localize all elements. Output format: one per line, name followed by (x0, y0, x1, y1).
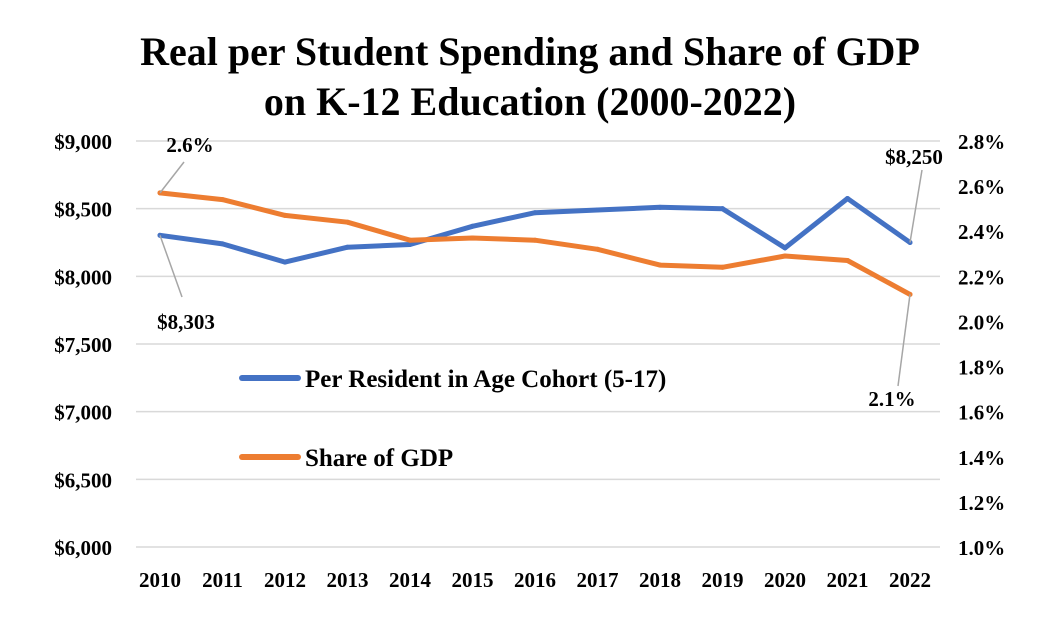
data-point (532, 210, 538, 216)
x-tick-label: 2022 (889, 568, 931, 592)
data-point (782, 245, 788, 251)
x-tick-label: 2017 (577, 568, 619, 592)
y-left-tick-label: $6,000 (54, 536, 112, 560)
y-left-tick-label: $7,500 (54, 333, 112, 357)
y-right-tick-label: 2.0% (958, 310, 1005, 334)
x-tick-label: 2020 (764, 568, 806, 592)
data-point (345, 244, 350, 250)
data-point (595, 246, 600, 252)
x-tick-label: 2016 (514, 568, 556, 592)
data-point (595, 207, 600, 213)
y-right-tick-label: 1.6% (958, 401, 1005, 425)
data-point (657, 262, 663, 268)
x-tick-label: 2014 (389, 568, 432, 592)
chart-title-line-2: on K-12 Education (2000-2022) (263, 79, 797, 124)
data-label: 2.1% (868, 387, 915, 411)
data-label: $8,303 (157, 310, 215, 334)
data-point (407, 237, 413, 243)
y-left-tick-label: $8,000 (54, 265, 112, 289)
data-label: 2.6% (166, 133, 213, 157)
x-tick-label: 2015 (452, 568, 494, 592)
y-right-tick-label: 1.4% (958, 446, 1005, 470)
annotation-leader-line (159, 235, 183, 298)
x-tick-label: 2012 (264, 568, 306, 592)
data-point (470, 235, 475, 241)
x-tick-label: 2013 (327, 568, 369, 592)
y-left-tick-label: $7,000 (54, 401, 112, 425)
data-point (782, 253, 788, 259)
y-right-tick-label: 1.0% (958, 536, 1005, 560)
data-point (282, 212, 288, 218)
y-left-tick-label: $8,500 (54, 198, 112, 222)
y-left-tick-label: $9,000 (54, 130, 112, 154)
y-right-tick-label: 2.2% (958, 265, 1005, 289)
annotation-leader-line (909, 169, 923, 243)
legend-label: Per Resident in Age Cohort (5-17) (305, 366, 666, 393)
x-tick-label: 2011 (202, 568, 243, 592)
data-point (845, 196, 850, 202)
annotation-leader-line (159, 161, 185, 194)
data-point (407, 242, 413, 248)
data-point (720, 264, 725, 270)
data-point (470, 223, 475, 229)
y-right-tick-label: 1.8% (958, 356, 1005, 380)
annotation-leader-line (897, 294, 911, 387)
y-right-tick-label: 2.4% (958, 220, 1005, 244)
data-point (720, 206, 725, 212)
x-tick-label: 2010 (139, 568, 181, 592)
chart-title-line-1: Real per Student Spending and Share of G… (140, 29, 920, 74)
data-point (282, 259, 288, 265)
y-right-tick-label: 2.6% (958, 175, 1005, 199)
y-right-tick-label: 1.2% (958, 491, 1005, 515)
data-point (345, 219, 350, 225)
x-tick-label: 2018 (639, 568, 681, 592)
data-label: $8,250 (885, 145, 943, 169)
y-left-tick-label: $6,500 (54, 468, 112, 492)
x-tick-label: 2021 (827, 568, 869, 592)
data-point (220, 241, 225, 247)
y-right-tick-label: 2.8% (958, 130, 1005, 154)
data-point (220, 197, 225, 203)
data-point (845, 258, 850, 264)
data-point (532, 237, 538, 243)
legend-label: Share of GDP (305, 445, 453, 472)
data-point (657, 204, 663, 210)
x-tick-label: 2019 (702, 568, 744, 592)
